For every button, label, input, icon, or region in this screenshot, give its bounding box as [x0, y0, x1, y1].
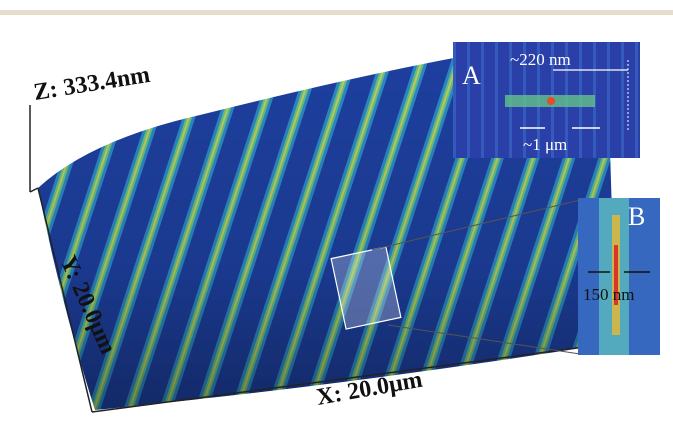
inset-a-period: ~220 nm: [510, 50, 571, 69]
inset-a-label: A: [462, 61, 481, 90]
z-axis-label: Z: 333.4nm: [32, 62, 152, 106]
inset-b-label: B: [628, 202, 645, 231]
inset-a: A ~220 nm ~1 μm: [453, 42, 640, 158]
inset-a-peak: [547, 97, 555, 105]
inset-b-width: 150 nm: [583, 285, 634, 304]
inset-a-width: ~1 μm: [523, 135, 567, 154]
axis-corner: [30, 188, 38, 192]
figure: Z: 333.4nm Y: 20.0μm X: 20.0μm A ~220 nm…: [0, 0, 673, 428]
inset-b: B 150 nm: [578, 198, 660, 355]
top-rule: [0, 10, 673, 15]
